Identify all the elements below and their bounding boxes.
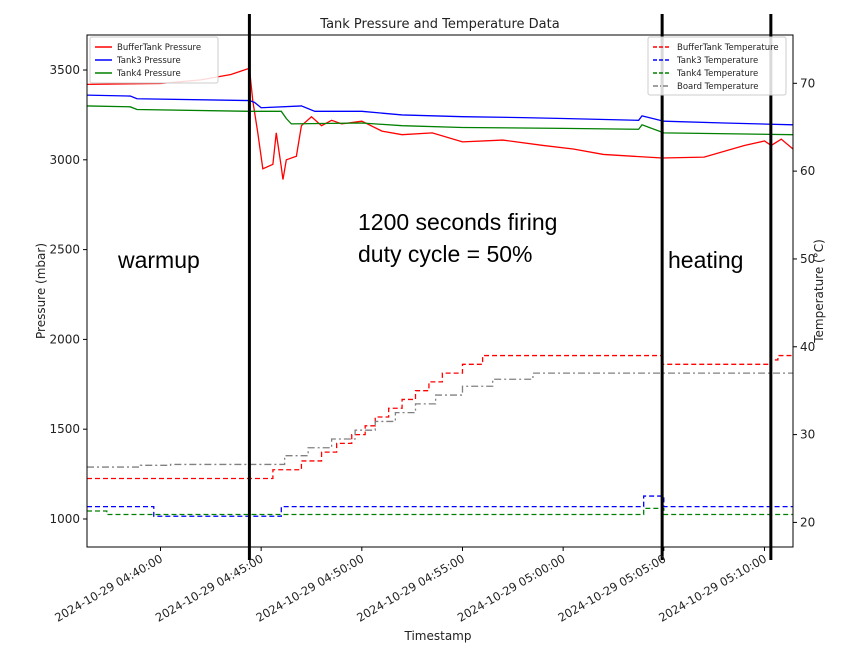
series-board-temperature bbox=[87, 372, 793, 468]
legend-label-buffertank-temperature: BufferTank Temperature bbox=[677, 43, 779, 53]
plot-frame bbox=[86, 34, 794, 548]
series-buffertank-pressure bbox=[86, 67, 794, 180]
annotation-firing-line1: 1200 seconds firing bbox=[358, 209, 557, 235]
x-tick-label: 2024-10-29 05:10:00 bbox=[656, 551, 769, 624]
x-tick-label: 2024-10-29 05:05:00 bbox=[556, 551, 669, 624]
x-tick-label: 2024-10-29 04:55:00 bbox=[354, 551, 467, 624]
series-tank3-pressure bbox=[86, 94, 794, 126]
y-left-tick-label: 1500 bbox=[49, 422, 80, 436]
marker-layer bbox=[247, 14, 773, 560]
y-left-tick-label: 3500 bbox=[49, 63, 80, 77]
legend-pressure: BufferTank Pressure Tank3 Pressure Tank4 P… bbox=[89, 36, 219, 84]
series-tank3-temperature bbox=[87, 495, 793, 517]
y-left-tick-label: 2000 bbox=[49, 332, 80, 346]
y-left-tick-label: 2500 bbox=[49, 243, 80, 257]
series-buffertank-temperature bbox=[87, 354, 793, 480]
legend-label-tank4-temperature: Tank4 Temperature bbox=[676, 69, 758, 79]
legend-temperature: BufferTank Temperature Tank3 Temperature T… bbox=[647, 36, 787, 96]
y-right-tick-label: 70 bbox=[800, 76, 815, 90]
legend-label-buffertank-pressure: BufferTank Pressure bbox=[117, 43, 201, 53]
x-tick-label: 2024-10-29 04:40:00 bbox=[52, 551, 165, 624]
x-tick-label: 2024-10-29 05:00:00 bbox=[455, 551, 568, 624]
legend-label-tank4-pressure: Tank4 Pressure bbox=[116, 69, 181, 79]
x-tick-label: 2024-10-29 04:50:00 bbox=[254, 551, 367, 624]
x-axis-label: Timestamp bbox=[404, 629, 472, 643]
chart-title: Tank Pressure and Temperature Data bbox=[319, 17, 559, 32]
annotation-firing-line2: duty cycle = 50% bbox=[358, 241, 533, 267]
y-right-tick-label: 40 bbox=[800, 340, 815, 354]
legend-label-tank3-pressure: Tank3 Pressure bbox=[116, 56, 181, 66]
annotation-warmup: warmup bbox=[117, 247, 200, 273]
y-axis-left-label: Pressure (mbar) bbox=[34, 243, 48, 339]
series-tank4-temperature bbox=[87, 507, 793, 516]
x-tick-label: 2024-10-29 04:45:00 bbox=[153, 551, 266, 624]
y-left-tick-label: 3000 bbox=[49, 153, 80, 167]
y-right-tick-label: 60 bbox=[800, 164, 815, 178]
annotation-heating: heating bbox=[668, 247, 743, 273]
series-tank4-pressure bbox=[86, 105, 794, 136]
y-right-tick-label: 30 bbox=[800, 428, 815, 442]
y-right-tick-label: 20 bbox=[800, 515, 815, 529]
series-layer bbox=[86, 67, 794, 517]
y-axis-right-label: Temperature (°C) bbox=[812, 239, 826, 344]
legend-label-board-temperature: Board Temperature bbox=[677, 82, 759, 92]
y-right-tick-label: 50 bbox=[800, 252, 815, 266]
y-left-tick-label: 1000 bbox=[49, 512, 80, 526]
legend-label-tank3-temperature: Tank3 Temperature bbox=[676, 56, 758, 66]
